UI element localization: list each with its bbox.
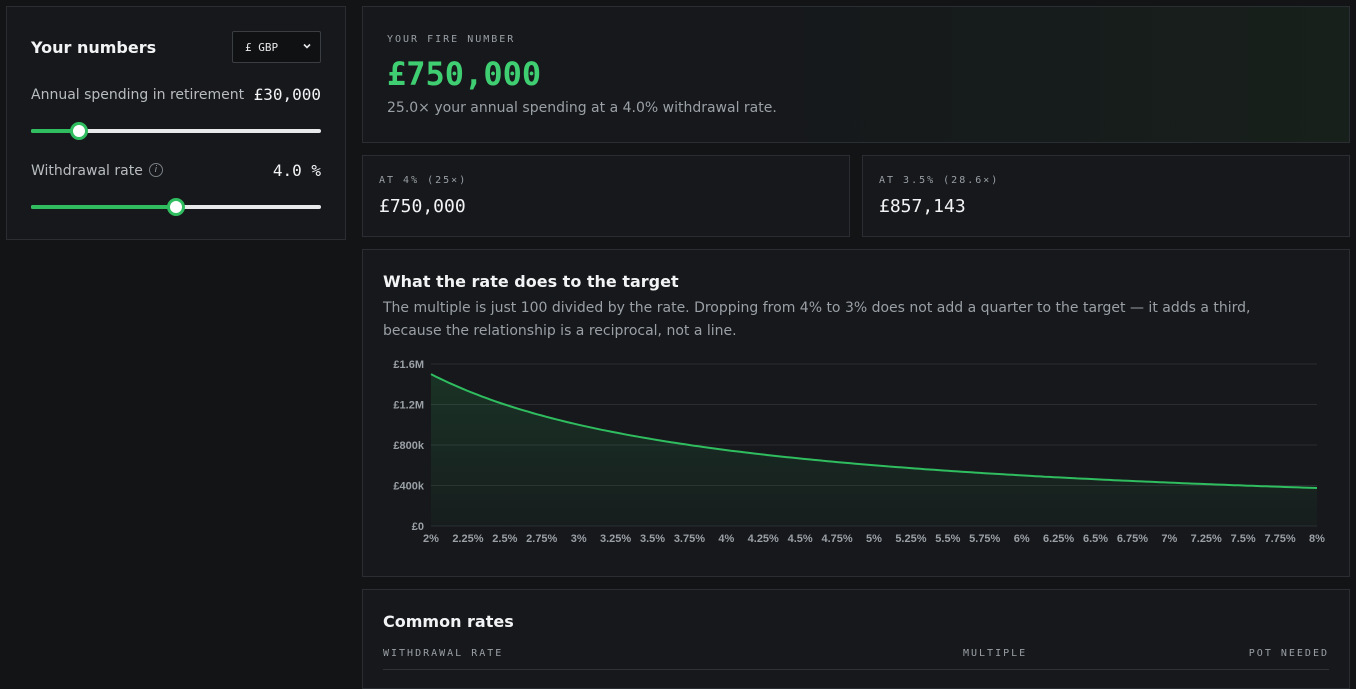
spending-label: Annual spending in retirement xyxy=(31,87,244,103)
stat-label: AT 4% (25×) xyxy=(379,175,467,186)
stat-label: AT 3.5% (28.6×) xyxy=(879,175,999,186)
inputs-panel: Your numbers £ GBP Annual spending in re… xyxy=(6,6,346,240)
common-rates-title: Common rates xyxy=(383,612,514,631)
common-rates-card: Common rates WITHDRAWAL RATE MULTIPLE PO… xyxy=(362,589,1350,689)
x-tick-label: 6.75% xyxy=(1117,533,1148,545)
x-tick-label: 2.5% xyxy=(492,533,517,545)
column-header-multiple: MULTIPLE xyxy=(963,648,1027,659)
x-tick-label: 4.5% xyxy=(788,533,813,545)
stat-value: £857,143 xyxy=(879,196,966,217)
chart-description: The multiple is just 100 divided by the … xyxy=(383,297,1313,343)
rate-slider[interactable] xyxy=(31,205,321,209)
stat-card-4pct: AT 4% (25×) £750,000 xyxy=(362,155,850,237)
chart-area-fill xyxy=(431,374,1317,526)
x-tick-label: 3.75% xyxy=(674,533,705,545)
fire-number-subtitle: 25.0× your annual spending at a 4.0% wit… xyxy=(387,100,777,116)
fire-number-amount: £750,000 xyxy=(387,55,541,93)
table-divider xyxy=(383,669,1329,670)
x-tick-label: 6.5% xyxy=(1083,533,1108,545)
column-header-pot: POT NEEDED xyxy=(1249,648,1329,659)
inputs-title: Your numbers xyxy=(31,38,156,57)
spending-slider[interactable] xyxy=(31,129,321,133)
x-tick-label: 5% xyxy=(866,533,882,545)
rate-slider-fill xyxy=(31,205,176,209)
x-tick-label: 3% xyxy=(571,533,587,545)
rate-label: Withdrawal rate xyxy=(31,163,143,179)
currency-select[interactable]: £ GBP xyxy=(232,31,321,63)
x-tick-label: 2.25% xyxy=(452,533,483,545)
x-tick-label: 2.75% xyxy=(526,533,557,545)
spending-slider-thumb[interactable] xyxy=(70,122,88,140)
y-tick-label: £1.2M xyxy=(393,400,424,412)
column-header-rate: WITHDRAWAL RATE xyxy=(383,648,503,659)
stat-value: £750,000 xyxy=(379,196,466,217)
x-tick-label: 8% xyxy=(1309,533,1325,545)
y-tick-label: £0 xyxy=(412,521,424,533)
x-tick-label: 5.75% xyxy=(969,533,1000,545)
x-tick-label: 3.25% xyxy=(600,533,631,545)
fire-number-eyebrow: YOUR FIRE NUMBER xyxy=(387,34,515,45)
x-tick-label: 4% xyxy=(718,533,734,545)
x-tick-label: 2% xyxy=(423,533,439,545)
x-tick-label: 7.5% xyxy=(1231,533,1256,545)
rate-label-row: Withdrawal rate i xyxy=(31,163,163,179)
x-tick-label: 5.5% xyxy=(935,533,960,545)
y-tick-label: £800k xyxy=(393,440,424,452)
x-tick-label: 7.75% xyxy=(1264,533,1295,545)
x-tick-label: 3.5% xyxy=(640,533,665,545)
stat-card-3-5pct: AT 3.5% (28.6×) £857,143 xyxy=(862,155,1350,237)
x-tick-label: 7.25% xyxy=(1191,533,1222,545)
x-tick-label: 7% xyxy=(1161,533,1177,545)
fire-number-card: YOUR FIRE NUMBER £750,000 25.0× your ann… xyxy=(362,6,1350,143)
x-tick-label: 4.75% xyxy=(821,533,852,545)
x-tick-label: 4.25% xyxy=(748,533,779,545)
y-tick-label: £1.6M xyxy=(393,359,424,371)
currency-selected: £ GBP xyxy=(245,41,278,54)
x-tick-label: 6% xyxy=(1014,533,1030,545)
chart-title: What the rate does to the target xyxy=(383,272,679,291)
x-tick-label: 6.25% xyxy=(1043,533,1074,545)
y-tick-label: £400k xyxy=(393,481,424,493)
chevron-down-icon xyxy=(302,41,312,54)
info-icon[interactable]: i xyxy=(149,163,163,177)
rate-chart-card: £0 £400k £800k £1.2M £1.6M 2% 2.25% 2.5% 2.75% 3%… xyxy=(362,249,1350,577)
rate-value: 4.0 % xyxy=(273,161,321,180)
x-tick-label: 5.25% xyxy=(895,533,926,545)
spending-value: £30,000 xyxy=(254,85,321,104)
rate-slider-thumb[interactable] xyxy=(167,198,185,216)
